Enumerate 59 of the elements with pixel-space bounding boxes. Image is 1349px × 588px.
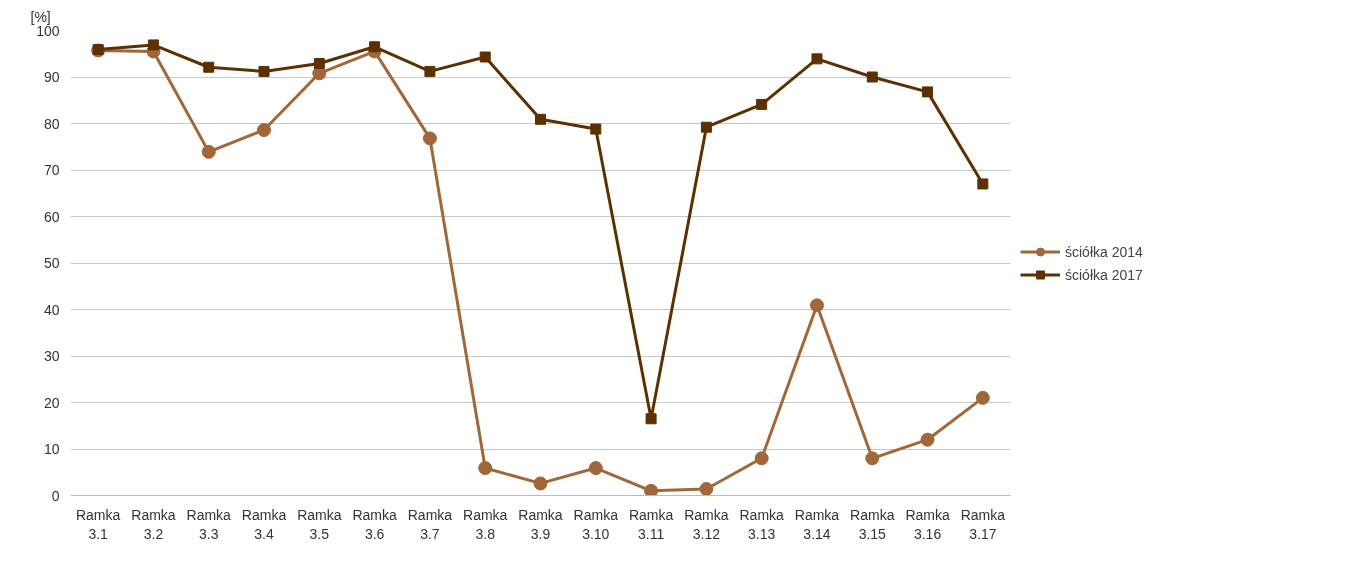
x-tick-label: Ramka 3.4 xyxy=(241,506,287,542)
point xyxy=(975,390,990,405)
y-tick-label: 70 xyxy=(43,162,60,178)
x-tick-label: Ramka 3.17 xyxy=(960,506,1006,542)
point xyxy=(645,413,657,425)
point xyxy=(977,178,989,190)
point xyxy=(424,65,436,77)
x-tick-label: Ramka 3.1 xyxy=(75,506,121,542)
point xyxy=(920,432,935,447)
x-tick-label: Ramka 3.15 xyxy=(850,506,895,542)
point xyxy=(258,65,270,77)
point xyxy=(809,298,824,313)
point xyxy=(479,51,491,63)
point xyxy=(201,144,216,159)
point xyxy=(257,123,272,137)
point xyxy=(203,61,215,73)
point xyxy=(590,123,602,135)
x-tick-label: Ramka 3.8 xyxy=(463,506,508,542)
point xyxy=(535,113,546,125)
point xyxy=(588,461,603,476)
point xyxy=(369,41,381,53)
x-tick-label: Ramka 3.14 xyxy=(794,506,840,542)
point xyxy=(422,131,437,146)
point xyxy=(865,451,880,466)
point xyxy=(533,476,548,491)
y-tick-label: 50 xyxy=(43,255,60,271)
y-axis-title: [%] xyxy=(30,8,51,25)
x-tick-label: Ramka 3.3 xyxy=(186,506,232,542)
point xyxy=(756,98,768,110)
x-tick-label: Ramka 3.16 xyxy=(905,506,950,542)
legend-label: ściółka 2014 xyxy=(1065,243,1143,259)
x-tick-label: Ramka 3.10 xyxy=(573,506,619,542)
y-tick-label: 30 xyxy=(43,348,60,364)
x-tick-label: Ramka 3.13 xyxy=(739,506,785,542)
point xyxy=(754,451,769,466)
y-tick-label: 60 xyxy=(43,208,60,225)
x-tick-label: Ramka 3.7 xyxy=(407,506,453,542)
y-tick-label: 40 xyxy=(43,301,60,318)
y-tick-label: 90 xyxy=(43,69,60,85)
y-tick-label: 20 xyxy=(43,394,60,411)
point xyxy=(700,121,712,133)
x-tick-label: Ramka 3.2 xyxy=(131,506,176,542)
y-tick-label: 10 xyxy=(43,441,60,457)
point xyxy=(811,53,823,65)
point xyxy=(866,71,878,83)
y-tick-label: 80 xyxy=(43,115,60,132)
point xyxy=(699,482,714,496)
x-tick-label: Ramka 3.9 xyxy=(518,506,563,542)
y-tick-label: 0 xyxy=(51,487,60,504)
legend-label: ściółka 2017 xyxy=(1065,266,1143,282)
x-tick-label: Ramka 3.5 xyxy=(297,506,342,542)
point xyxy=(644,483,659,496)
x-tick-label: Ramka 3.12 xyxy=(684,506,729,542)
x-tick-label: Ramka 3.11 xyxy=(628,506,674,542)
point xyxy=(313,58,325,70)
x-tick-label: Ramka 3.6 xyxy=(352,506,397,542)
point xyxy=(922,86,934,98)
point xyxy=(478,461,493,476)
point xyxy=(147,39,159,51)
